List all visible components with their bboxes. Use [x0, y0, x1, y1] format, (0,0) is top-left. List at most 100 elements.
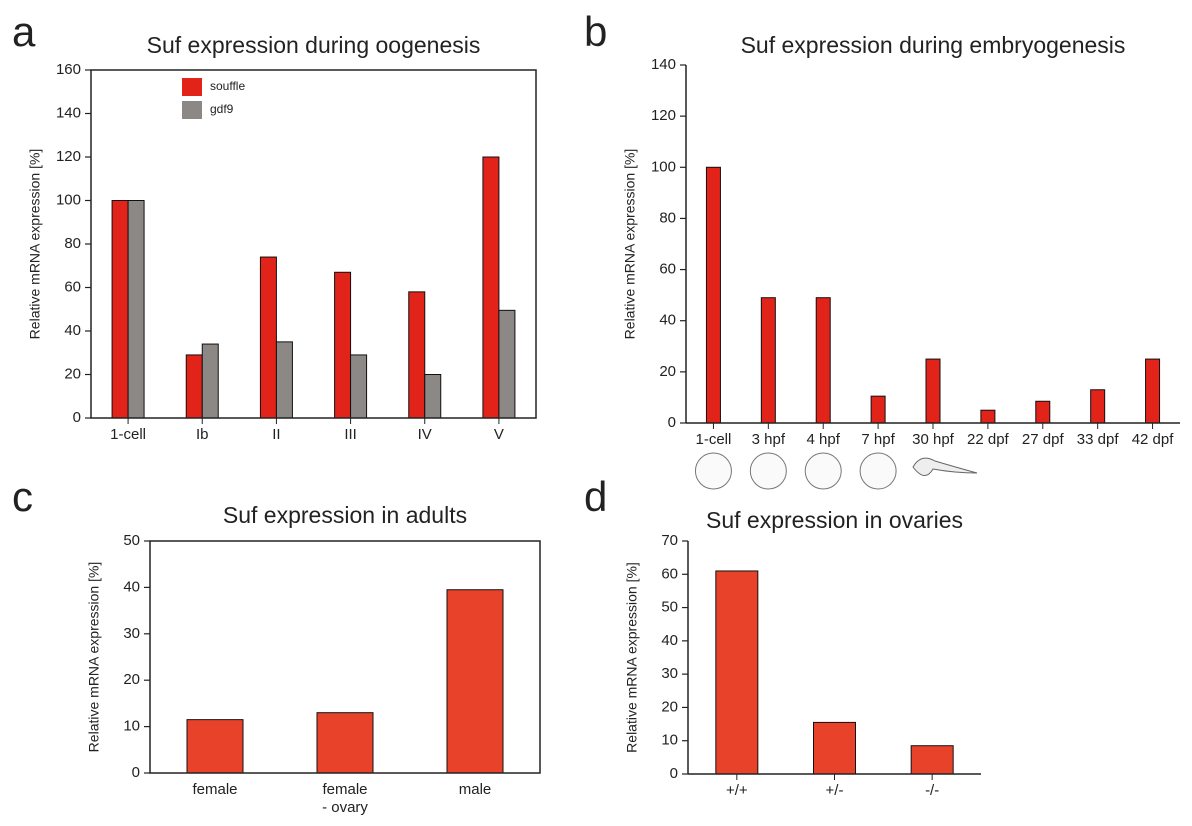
chart-title: Suf expression during oogenesis — [147, 32, 481, 58]
y-tick-label: 100 — [651, 158, 676, 175]
x-tick-label: 42 dpf — [1131, 431, 1174, 448]
y-tick-label: 20 — [123, 671, 140, 688]
x-tick-label: 3 hpf — [751, 431, 785, 448]
bar — [350, 354, 368, 419]
x-tick-label-box: 30 hpf — [912, 431, 954, 448]
bar — [925, 358, 941, 424]
chart-title: Suf expression in ovaries — [706, 507, 963, 533]
x-tick-label: 30 hpf — [912, 431, 954, 448]
x-tick-label-box: II — [272, 426, 281, 443]
x-tick-label-box: IV — [418, 426, 432, 443]
bar — [482, 156, 500, 419]
y-tick-label: 70 — [661, 532, 678, 549]
y-tick-label: 0 — [73, 409, 81, 426]
y-tick-label: 160 — [56, 61, 81, 78]
y-tick-label: 0 — [668, 414, 676, 431]
y-tick-label: 20 — [64, 365, 81, 382]
y-tick-label: 0 — [132, 764, 140, 781]
x-tick-label: 7 hpf — [861, 431, 895, 448]
x-tick-label-box: female — [192, 781, 238, 798]
legend-label: gdf9 — [210, 102, 234, 116]
bar — [408, 291, 426, 419]
y-axis-label: Relative mRNA expression [%] — [86, 562, 102, 753]
x-tick-label-box: -/- — [925, 782, 939, 799]
y-tick-label: 50 — [661, 599, 678, 616]
bar — [980, 409, 996, 424]
panel-letter: d — [584, 473, 607, 520]
x-tick-label: 33 dpf — [1076, 431, 1119, 448]
x-tick-label-box: 33 dpf — [1076, 431, 1119, 448]
x-tick-label-box: Ib — [195, 426, 209, 443]
x-tick-label: II — [272, 426, 281, 443]
y-tick-label: 100 — [56, 191, 81, 208]
plot-frame — [90, 69, 537, 419]
y-tick-label: 40 — [661, 632, 678, 649]
bar — [910, 745, 954, 775]
panel-letter: c — [12, 473, 33, 520]
x-tick-label: +/- — [825, 782, 844, 799]
x-tick-label-box: 27 dpf — [1021, 431, 1064, 448]
x-tick-label-box: 3 hpf — [751, 431, 785, 448]
y-tick-label: 30 — [661, 665, 678, 682]
y-tick-label: 20 — [661, 698, 678, 715]
bar — [334, 271, 352, 419]
y-axis-label: Relative mRNA expression [%] — [622, 149, 638, 340]
bar — [1090, 389, 1106, 424]
embryo-icon — [859, 452, 897, 490]
bar — [127, 200, 145, 419]
y-tick-label: 80 — [659, 209, 676, 226]
legend-swatch — [182, 101, 202, 119]
bar — [186, 719, 244, 774]
x-tick-label: 22 dpf — [967, 431, 1009, 448]
x-tick-label: 4 hpf — [806, 431, 840, 448]
plot-frame — [149, 540, 541, 774]
bar — [498, 309, 516, 419]
y-tick-label: 120 — [651, 107, 676, 124]
bar — [316, 712, 374, 774]
x-tick-label-box: 1-cell — [110, 426, 146, 443]
y-axis-label: Relative mRNA expression [%] — [624, 562, 640, 753]
x-tick-label-box: 22 dpf — [967, 431, 1009, 448]
legend-label: souffle — [210, 79, 245, 93]
x-tick-label: female - ovary — [322, 781, 368, 816]
legend-swatch — [182, 78, 202, 96]
chart-title: Suf expression during embryogenesis — [741, 32, 1126, 58]
y-tick-label: 40 — [64, 322, 81, 339]
bar — [1035, 400, 1051, 424]
embryo-icon — [912, 457, 978, 476]
x-tick-label: male — [458, 781, 492, 798]
bar — [813, 721, 856, 775]
x-tick-label-box: 1-cell — [696, 431, 732, 448]
embryo-icon — [694, 452, 732, 490]
y-tick-label: 20 — [659, 363, 676, 380]
panel-letter: b — [584, 8, 607, 55]
x-tick-label-box: III — [344, 426, 357, 443]
x-tick-label: 1-cell — [110, 426, 146, 443]
x-tick-label-box: 4 hpf — [806, 431, 840, 448]
panel-letter: a — [12, 8, 36, 55]
y-axis-label: Relative mRNA expression [%] — [27, 149, 43, 340]
y-tick-label: 120 — [56, 148, 81, 165]
bar — [760, 297, 776, 424]
x-tick-label-box: +/- — [825, 782, 844, 799]
x-tick-label: Ib — [195, 426, 209, 443]
embryo-icon — [749, 452, 787, 490]
x-tick-label: V — [493, 426, 504, 443]
y-tick-label: 140 — [56, 104, 81, 121]
y-tick-label: 0 — [670, 765, 678, 782]
x-tick-label-box: 42 dpf — [1131, 431, 1174, 448]
bar — [201, 343, 219, 419]
bar — [705, 166, 721, 424]
x-tick-label: female — [192, 781, 238, 798]
y-tick-label: 60 — [64, 278, 81, 295]
y-tick-label: 140 — [651, 56, 676, 73]
x-tick-label-box: female - ovary — [322, 781, 368, 816]
bar — [185, 354, 203, 419]
x-tick-label: 27 dpf — [1021, 431, 1064, 448]
x-tick-label-box: 7 hpf — [861, 431, 895, 448]
bar — [275, 341, 293, 419]
x-tick-label-box: male — [458, 781, 492, 798]
x-tick-label-box: V — [493, 426, 504, 443]
chart-title: Suf expression in adults — [223, 502, 467, 528]
